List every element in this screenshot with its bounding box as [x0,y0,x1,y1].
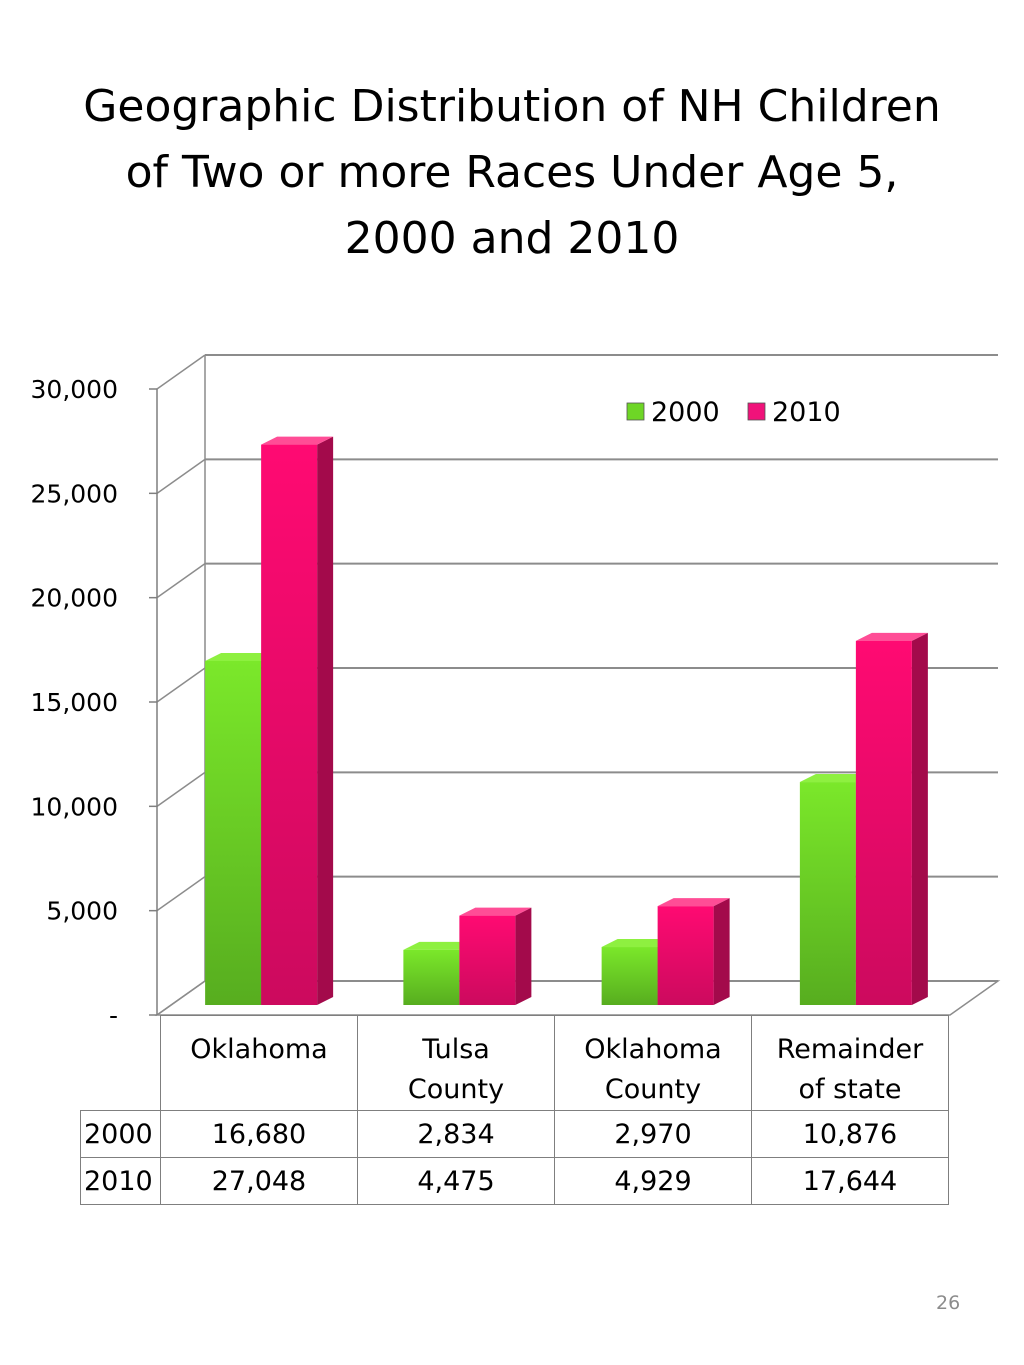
cat-label: County [407,1074,505,1105]
cell-value: 27,048 [160,1157,358,1205]
cell-value: 17,644 [751,1157,949,1205]
cat-label: of state [798,1074,902,1105]
legend-label: 2000 [651,397,720,428]
bar-2010 [261,436,334,1005]
side-gridline [156,354,206,390]
row-label-2000: 2000 [80,1110,161,1158]
bar-front [459,915,516,1005]
bar-front [601,947,658,1005]
legend-swatch [747,402,766,421]
row-label-text: 2010 [84,1165,153,1197]
legend-swatch [626,402,645,421]
table-row-2010: 2010 27,048 4,475 4,929 17,644 [80,1157,949,1205]
bar-top [205,652,278,661]
side-gridline [156,771,206,807]
row-label-text: 2000 [84,1118,153,1150]
cell-value: 4,475 [357,1157,555,1205]
y-tick-label: 5,000 [46,897,118,926]
bar-top [799,774,872,783]
bar-top [261,436,334,445]
table-header-oklahoma: Oklahoma [160,1015,358,1111]
legend-item-2000: 2000 [626,397,720,428]
bar-top [855,632,928,641]
cat-label: Oklahoma [584,1034,722,1065]
bar-front [657,906,714,1005]
side-gridline [156,458,206,494]
side-gridline [156,876,206,912]
bar-front [855,640,912,1005]
table-header-tulsa-county: Tulsa County [357,1015,555,1111]
bar-2010 [459,907,532,1005]
row-label-2010: 2010 [80,1157,161,1205]
y-tick-label: 10,000 [31,792,118,821]
table-header-row: Oklahoma Tulsa County Oklahoma County Re… [80,1015,949,1111]
legend-label: 2010 [772,397,841,428]
legend-item-2010: 2010 [747,397,841,428]
bar-top [657,898,730,907]
bar-front [261,444,318,1005]
bar-side [317,436,334,1005]
title-line-1: Geographic Distribution of NH Children [83,81,941,132]
bar-top [459,907,532,916]
bar-2010 [855,632,928,1005]
page-number: 26 [936,1292,961,1314]
y-tick-label: 20,000 [31,584,118,613]
y-tick-label: 15,000 [31,688,118,717]
bar-side [713,898,730,1005]
cat-label: County [604,1074,702,1105]
bar-front [799,782,856,1005]
cat-label: Remainder [776,1034,924,1065]
cell-value: 2,834 [357,1110,555,1158]
bar-side [911,632,928,1005]
title-line-2: of Two or more Races Under Age 5, [125,147,899,198]
side-gridline [156,563,206,599]
data-table: Oklahoma Tulsa County Oklahoma County Re… [80,1015,949,1205]
title-line-3: 2000 and 2010 [344,213,680,264]
y-tick-label: 30,000 [31,375,118,404]
table-corner [80,1015,161,1111]
cat-label: Tulsa [422,1034,490,1065]
cell-value: 4,929 [554,1157,752,1205]
bar-top [403,941,476,950]
cell-value: 16,680 [160,1110,358,1158]
table-header-remainder: Remainder of state [751,1015,949,1111]
chart-title: Geographic Distribution of NH Children o… [40,74,984,272]
table-header-oklahoma-county: Oklahoma County [554,1015,752,1111]
bar-front [403,949,460,1005]
y-tick-label: 25,000 [31,479,118,508]
bar-front [205,660,262,1005]
bar-2010 [657,898,730,1005]
side-gridline [156,667,206,703]
cell-value: 10,876 [751,1110,949,1158]
cat-label: Oklahoma [190,1034,328,1065]
table-row-2000: 2000 16,680 2,834 2,970 10,876 [80,1110,949,1158]
cell-value: 2,970 [554,1110,752,1158]
bar-top [601,939,674,948]
bar-side [515,907,532,1005]
